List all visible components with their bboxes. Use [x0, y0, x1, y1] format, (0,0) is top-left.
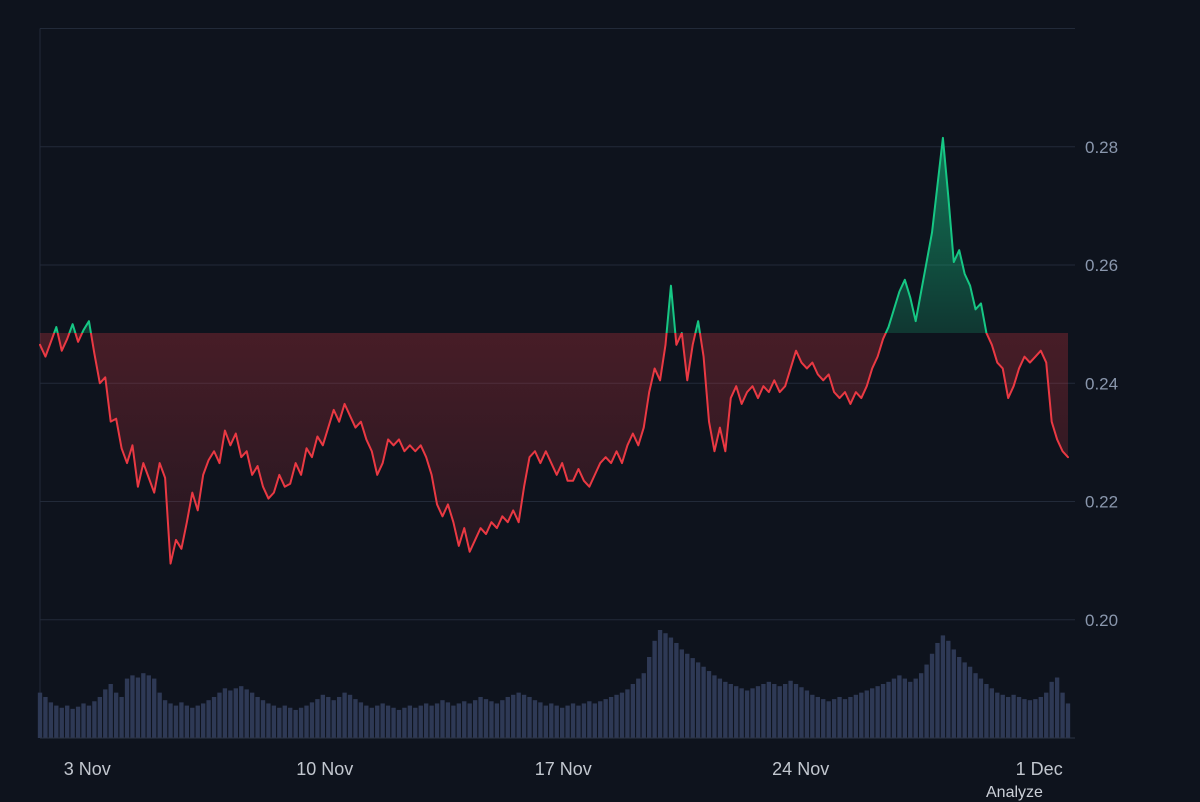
svg-text:10 Nov: 10 Nov — [296, 759, 353, 779]
svg-text:24 Nov: 24 Nov — [772, 759, 829, 779]
svg-text:0.28: 0.28 — [1085, 138, 1118, 157]
svg-text:0.24: 0.24 — [1085, 374, 1118, 393]
svg-text:0.20: 0.20 — [1085, 611, 1118, 630]
svg-text:1 Dec: 1 Dec — [1016, 759, 1063, 779]
svg-text:0.26: 0.26 — [1085, 256, 1118, 275]
svg-text:17 Nov: 17 Nov — [535, 759, 592, 779]
analyze-button[interactable]: Analyze — [986, 784, 1043, 801]
svg-text:0.22: 0.22 — [1085, 493, 1118, 512]
svg-text:3 Nov: 3 Nov — [64, 759, 111, 779]
